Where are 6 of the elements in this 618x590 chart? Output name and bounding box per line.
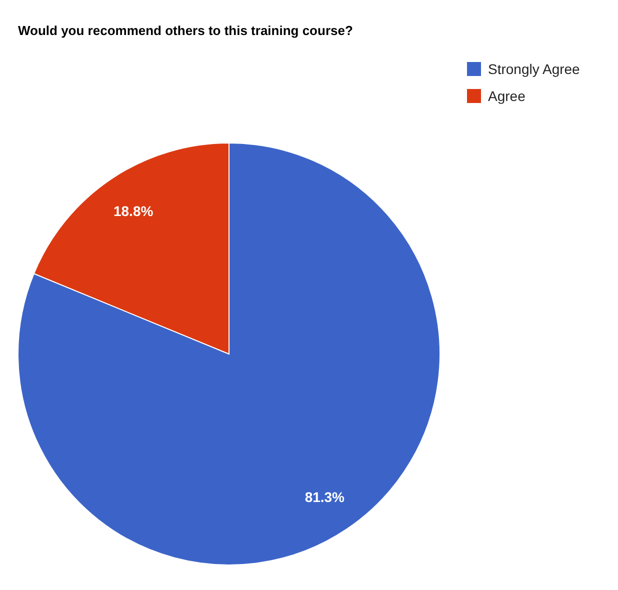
data-label: 18.8% (113, 203, 154, 220)
legend-label: Agree (488, 88, 526, 104)
data-label: 81.3% (304, 488, 346, 505)
chart-title: Would you recommend others to this training course? (18, 23, 353, 38)
pie-slice (18, 142, 440, 566)
legend-label: Strongly Agree (488, 60, 580, 77)
